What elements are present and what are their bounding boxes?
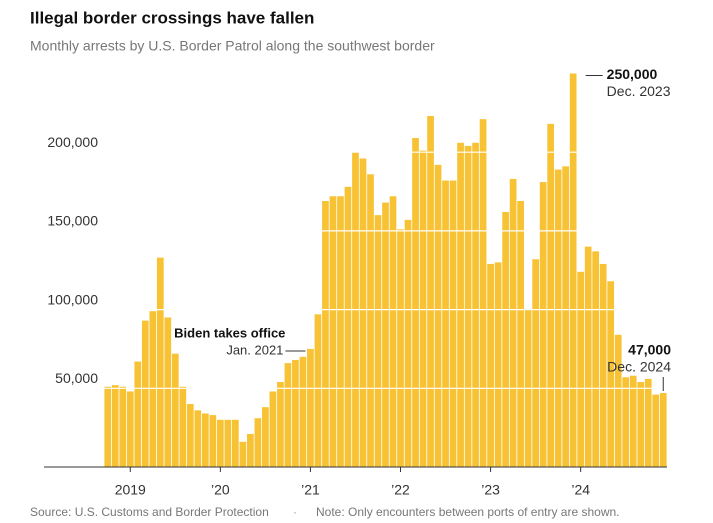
bar [367,174,374,467]
bar [134,361,142,467]
x-tick-label: ’24 [571,482,590,498]
bar [171,353,179,467]
bar [217,419,224,467]
bar [337,196,344,467]
bar [232,419,239,467]
bar [224,419,232,467]
bar [119,386,127,467]
bar [629,375,637,467]
bar [104,386,112,467]
bar [539,182,547,467]
y-tick-label: 150,000 [47,213,98,229]
bar [111,385,119,467]
bar [322,200,329,467]
bar [569,73,577,467]
bar [201,413,209,467]
y-tick-label: 200,000 [47,134,98,150]
bar [389,196,397,467]
annotation-date: Jan. 2021 [226,342,283,357]
bar [427,115,434,468]
bar [547,123,554,468]
bar [472,142,479,468]
bar [329,196,337,467]
chart-subtitle: Monthly arrests by U.S. Border Patrol al… [30,38,435,54]
bar [517,200,524,467]
bar [156,257,164,467]
bar [239,441,247,467]
bar [269,391,277,467]
bar [277,382,284,467]
note: Note: Only encounters between ports of e… [316,505,620,519]
bar [652,394,660,467]
bar [562,166,570,467]
x-tick-label: ’22 [391,482,410,498]
bar [457,142,464,468]
bar [397,229,404,467]
bar [502,212,509,467]
bar [164,317,172,467]
bar [487,263,494,467]
bar [592,251,600,467]
bar [509,178,517,467]
bar [209,415,217,467]
bar [344,186,352,467]
annotation-date: Dec. 2024 [607,359,671,375]
bar [637,382,645,467]
bar [584,246,592,467]
bar [644,378,652,467]
x-tick-label: ’21 [301,482,320,498]
bar [359,158,367,467]
bar [292,359,299,467]
bar [434,164,442,468]
x-tick-label: ’20 [211,482,230,498]
bar [479,119,487,468]
bar [299,356,307,467]
bar [404,219,412,467]
x-tick-label: 2019 [115,482,146,498]
y-tick-label: 50,000 [55,370,98,386]
bar [126,391,134,467]
bar [412,138,419,467]
bar [494,262,502,467]
bar [442,180,449,468]
bar [247,433,254,467]
bar [141,320,149,467]
bar [382,202,389,467]
annotation-label: Biden takes office [174,325,285,340]
separator: · [293,505,297,519]
bar [607,281,615,467]
bar [622,377,630,467]
bar [179,386,187,467]
bar [194,410,202,467]
bar [254,418,262,467]
bar [307,348,314,467]
chart-title: Illegal border crossings have fallen [30,8,314,27]
y-tick-label: 100,000 [47,291,98,307]
bar [599,263,607,467]
bar [554,169,562,467]
bar [262,407,269,467]
bar [614,334,622,467]
bar [374,215,382,467]
bar [149,311,157,467]
bar [449,180,457,468]
bar [464,145,472,468]
bar [419,150,427,467]
x-tick-label: ’23 [481,482,500,498]
bar [577,271,585,467]
annotation-value: 250,000 [607,66,658,82]
annotation-date: Dec. 2023 [607,83,671,99]
bar [284,363,292,467]
bar [659,393,667,467]
source: Source: U.S. Customs and Border Protecti… [30,505,269,519]
bar [532,259,539,467]
bar [186,404,194,467]
bar [314,314,322,467]
annotation-value: 47,000 [628,342,671,358]
